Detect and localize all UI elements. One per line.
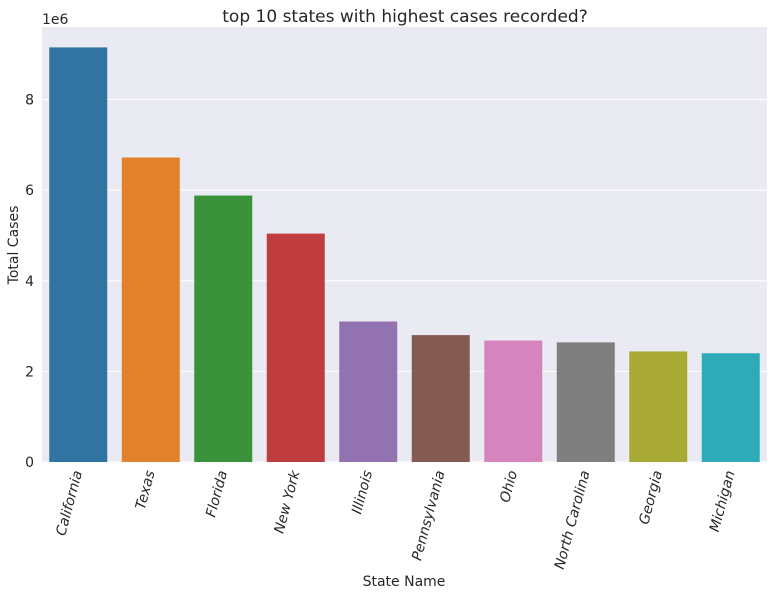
bar-georgia <box>629 351 688 462</box>
chart-title: top 10 states with highest cases recorde… <box>222 7 587 27</box>
y-tick-label: 4 <box>25 274 34 290</box>
y-tick-label: 6 <box>25 183 34 199</box>
x-tick-label: Michigan <box>707 469 739 534</box>
y-axis-label: Total Cases <box>6 206 22 286</box>
x-axis-label: State Name <box>363 574 446 590</box>
x-tick-label: Ohio <box>497 469 521 504</box>
bars <box>49 47 760 462</box>
y-tick-label: 0 <box>25 455 34 471</box>
x-tick-label: California <box>53 469 86 538</box>
y-tick-label: 2 <box>25 364 34 380</box>
bar-illinois <box>339 321 398 462</box>
y-axis-offset-label: 1e6 <box>42 12 69 28</box>
bar-new-york <box>266 233 325 462</box>
x-axis-ticks: California Texas Florida New York Illinois Pe… <box>53 468 738 571</box>
y-axis-ticks: 0 2 4 6 8 <box>25 93 34 472</box>
bar-california <box>49 47 108 462</box>
x-tick-label: Illinois <box>349 469 376 516</box>
x-tick-label: Georgia <box>636 469 666 526</box>
bar-texas <box>121 157 180 462</box>
x-tick-label: New York <box>271 468 303 535</box>
y-tick-label: 8 <box>25 93 34 109</box>
bar-ohio <box>484 340 543 462</box>
x-tick-label: Texas <box>133 469 159 511</box>
x-tick-label: Pennsylvania <box>409 469 448 562</box>
bar-pennsylvania <box>411 335 470 462</box>
x-tick-label: North Carolina <box>552 469 594 571</box>
bar-michigan <box>701 353 760 462</box>
x-tick-label: Florida <box>203 469 231 519</box>
bar-north-carolina <box>556 342 615 462</box>
bar-florida <box>194 195 253 462</box>
